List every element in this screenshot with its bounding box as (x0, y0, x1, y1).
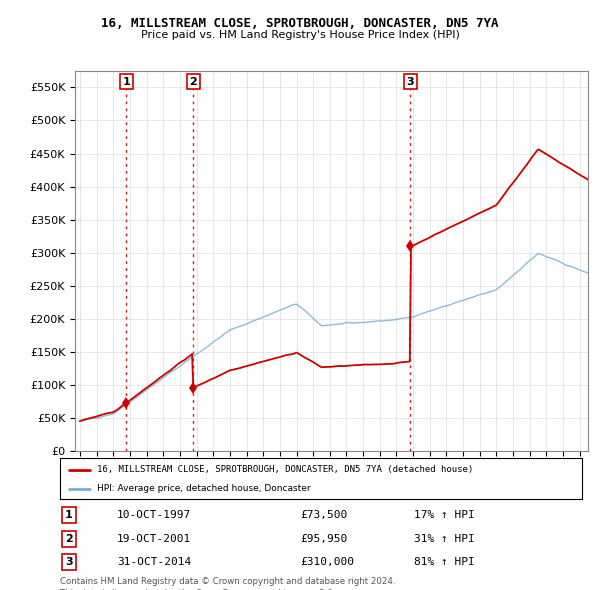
Text: £310,000: £310,000 (300, 558, 354, 567)
Text: This data is licensed under the Open Government Licence v3.0.: This data is licensed under the Open Gov… (60, 589, 335, 590)
Text: 16, MILLSTREAM CLOSE, SPROTBROUGH, DONCASTER, DN5 7YA (detached house): 16, MILLSTREAM CLOSE, SPROTBROUGH, DONCA… (97, 465, 473, 474)
Text: 3: 3 (65, 558, 73, 567)
Text: 81% ↑ HPI: 81% ↑ HPI (414, 558, 475, 567)
Text: 3: 3 (406, 77, 414, 87)
Text: 19-OCT-2001: 19-OCT-2001 (117, 534, 191, 543)
Text: 31% ↑ HPI: 31% ↑ HPI (414, 534, 475, 543)
Text: 10-OCT-1997: 10-OCT-1997 (117, 510, 191, 520)
Text: 1: 1 (122, 77, 130, 87)
Text: 31-OCT-2014: 31-OCT-2014 (117, 558, 191, 567)
Text: Contains HM Land Registry data © Crown copyright and database right 2024.: Contains HM Land Registry data © Crown c… (60, 577, 395, 586)
Text: £95,950: £95,950 (300, 534, 347, 543)
Text: 2: 2 (190, 77, 197, 87)
Text: £73,500: £73,500 (300, 510, 347, 520)
Text: 1: 1 (65, 510, 73, 520)
Text: 2: 2 (65, 534, 73, 543)
Text: 17% ↑ HPI: 17% ↑ HPI (414, 510, 475, 520)
Text: Price paid vs. HM Land Registry's House Price Index (HPI): Price paid vs. HM Land Registry's House … (140, 30, 460, 40)
Text: HPI: Average price, detached house, Doncaster: HPI: Average price, detached house, Donc… (97, 484, 310, 493)
Text: 16, MILLSTREAM CLOSE, SPROTBROUGH, DONCASTER, DN5 7YA: 16, MILLSTREAM CLOSE, SPROTBROUGH, DONCA… (101, 17, 499, 30)
